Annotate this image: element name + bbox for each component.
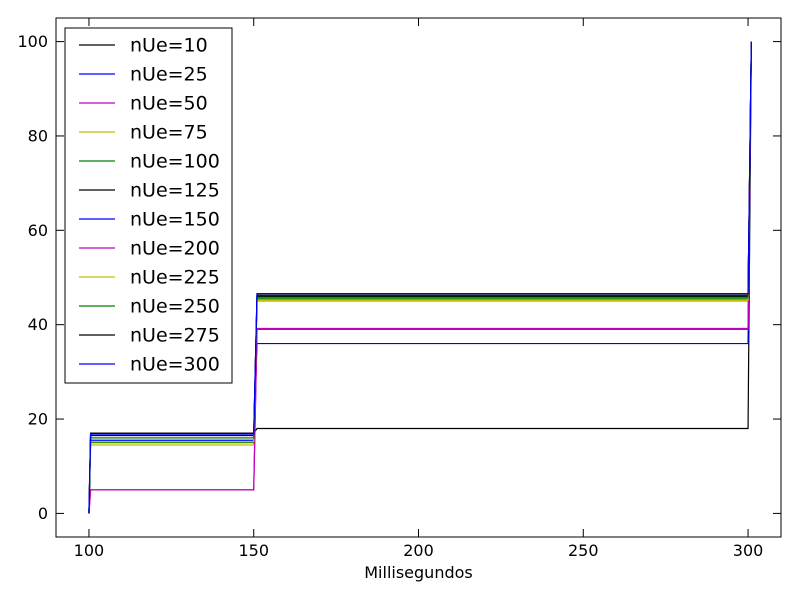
legend-label: nUe=100 [130, 151, 220, 173]
legend-box [64, 27, 233, 384]
axis-ticks: 100 150 200 250 300 0 20 40 60 80 100 [17, 18, 781, 560]
legend-label: nUe=225 [130, 267, 220, 289]
x-tick-label: 100 [74, 541, 105, 560]
x-tick-label: 250 [568, 541, 599, 560]
legend-label: nUe=10 [130, 35, 208, 57]
x-tick-label: 200 [403, 541, 434, 560]
legend-label: nUe=50 [130, 93, 208, 115]
x-tick-label: 300 [733, 541, 764, 560]
y-tick-label: 80 [28, 126, 48, 145]
y-tick-label: 20 [28, 410, 48, 429]
x-tick-label: 150 [238, 541, 269, 560]
x-axis-label: Millisegundos [364, 563, 472, 582]
y-tick-label: 100 [17, 32, 48, 51]
series-line-nue-200 [88, 41, 752, 514]
legend-label: nUe=150 [130, 209, 220, 231]
legend-label: nUe=75 [130, 122, 208, 144]
legend-label: nUe=25 [130, 64, 208, 86]
legend-label: nUe=125 [130, 180, 220, 202]
y-tick-label: 40 [28, 315, 48, 334]
series-line-nue-300 [88, 41, 752, 514]
series-layer [88, 41, 752, 514]
legend-label: nUe=300 [130, 354, 220, 376]
legend: nUe=10 nUe=25 nUe=50 nUe=75 nUe=100 nUe=125 nU… [64, 27, 233, 384]
legend-label: nUe=250 [130, 296, 220, 318]
legend-label: nUe=200 [130, 238, 220, 260]
y-tick-label: 0 [38, 504, 48, 523]
legend-label: nUe=275 [130, 325, 220, 347]
y-tick-label: 60 [28, 221, 48, 240]
